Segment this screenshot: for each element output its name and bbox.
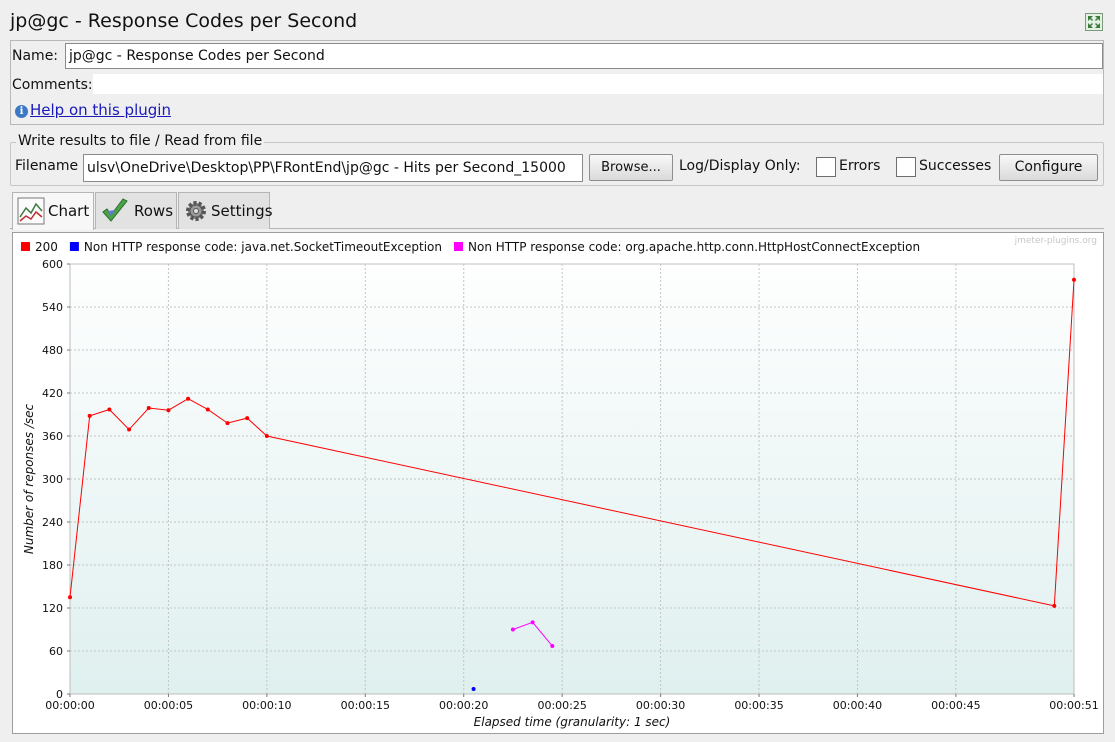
data-point xyxy=(510,627,515,632)
legend-swatch xyxy=(21,242,30,251)
x-tick-label: 00:00:25 xyxy=(537,699,586,712)
y-tick-label: 60 xyxy=(49,645,63,658)
data-point xyxy=(264,434,269,438)
chart-watermark: jmeter-plugins.org xyxy=(1014,236,1097,246)
data-point xyxy=(530,620,535,625)
data-point xyxy=(550,643,555,648)
x-tick-label: 00:00:45 xyxy=(931,699,980,712)
data-point xyxy=(471,686,476,691)
x-tick-label: 00:00:20 xyxy=(439,699,488,712)
data-point xyxy=(146,406,151,411)
window-title: jp@gc - Response Codes per Second xyxy=(10,10,358,32)
comments-label: Comments: xyxy=(12,77,93,93)
y-tick-label: 0 xyxy=(56,688,63,701)
configure-button[interactable]: Configure xyxy=(999,154,1098,181)
x-tick-label: 00:00:35 xyxy=(734,699,783,712)
name-input[interactable]: jp@gc - Response Codes per Second xyxy=(65,43,1103,69)
help-link[interactable]: Help on this plugin xyxy=(30,101,171,119)
data-point xyxy=(1072,277,1076,282)
data-point xyxy=(225,421,230,426)
y-tick-label: 540 xyxy=(42,301,63,314)
data-point xyxy=(107,407,112,412)
x-tick-label: 00:00:00 xyxy=(45,699,94,712)
expand-icon[interactable] xyxy=(1085,13,1103,31)
tab-settings-label: Settings xyxy=(211,202,273,220)
file-group-title: Write results to file / Read from file xyxy=(16,133,265,149)
browse-button[interactable]: Browse... xyxy=(589,154,673,181)
file-group xyxy=(10,142,1104,186)
y-tick-label: 120 xyxy=(42,602,63,615)
tab-rows-label: Rows xyxy=(134,202,174,220)
comments-input[interactable] xyxy=(93,74,1103,94)
x-axis-label: Elapsed time (granularity: 1 sec) xyxy=(474,715,671,729)
checkmark-icon xyxy=(100,197,130,231)
info-icon: i xyxy=(15,105,28,118)
name-label: Name: xyxy=(12,48,59,64)
data-point xyxy=(68,595,72,600)
tab-rows[interactable]: Rows xyxy=(95,192,177,229)
chart-panel: 200 Non HTTP response code: java.net.Sock… xyxy=(12,232,1104,734)
successes-checkbox[interactable] xyxy=(896,157,916,177)
data-point xyxy=(1052,603,1057,608)
tab-strip-border xyxy=(10,228,1104,229)
x-tick-label: 00:00:40 xyxy=(833,699,882,712)
data-point xyxy=(245,416,250,421)
chart-icon xyxy=(17,197,45,229)
filename-input[interactable]: ulsv\OneDrive\Desktop\PP\FRontEnd\jp@gc … xyxy=(83,154,583,182)
errors-label: Errors xyxy=(839,158,881,174)
x-tick-label: 00:00:15 xyxy=(341,699,390,712)
response-codes-chart: 200 Non HTTP response code: java.net.Sock… xyxy=(21,236,1099,729)
x-tick-label: 00:00:05 xyxy=(144,699,193,712)
y-tick-label: 480 xyxy=(42,344,63,357)
data-point xyxy=(186,396,191,401)
log-display-label: Log/Display Only: xyxy=(679,158,801,174)
successes-label: Successes xyxy=(919,158,992,174)
gear-icon xyxy=(184,199,208,227)
x-tick-label: 00:00:30 xyxy=(636,699,685,712)
y-axis-label: Number of reponses /sec xyxy=(22,403,36,554)
y-tick-label: 600 xyxy=(42,258,63,271)
tab-chart[interactable]: Chart xyxy=(12,192,94,230)
legend-swatch xyxy=(69,242,79,251)
name-panel: Name: jp@gc - Response Codes per Second … xyxy=(10,40,1104,125)
y-tick-label: 240 xyxy=(42,516,63,529)
tab-settings[interactable]: Settings xyxy=(178,192,273,229)
y-tick-label: 420 xyxy=(42,387,63,400)
data-point xyxy=(127,427,132,432)
legend-entry: Non HTTP response code: org.apache.http.… xyxy=(468,240,920,254)
legend-swatch xyxy=(454,242,463,251)
y-tick-label: 180 xyxy=(42,559,63,572)
x-tick-label: 00:00:10 xyxy=(242,699,291,712)
data-point xyxy=(205,407,210,412)
tab-chart-label: Chart xyxy=(48,202,90,220)
data-point xyxy=(166,408,171,413)
data-point xyxy=(87,413,92,418)
filename-label: Filename xyxy=(15,158,79,174)
errors-checkbox[interactable] xyxy=(816,157,836,177)
y-tick-label: 360 xyxy=(42,430,63,443)
y-tick-label: 300 xyxy=(42,473,63,486)
x-tick-label: 00:00:51 xyxy=(1049,699,1098,712)
legend-entry: Non HTTP response code: java.net.SocketT… xyxy=(84,240,442,254)
legend-entry: 200 xyxy=(35,240,58,254)
